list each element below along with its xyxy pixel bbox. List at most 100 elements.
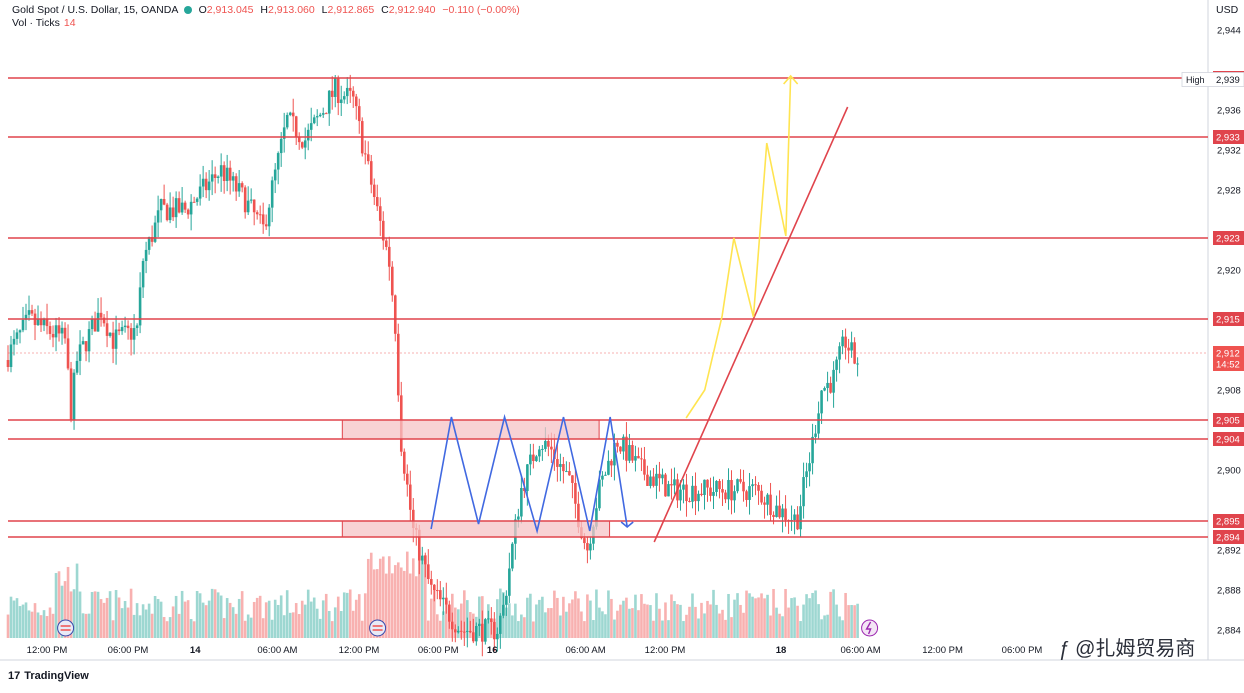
candle[interactable] (721, 489, 724, 493)
candle[interactable] (111, 332, 115, 349)
candle[interactable] (246, 200, 250, 213)
candle[interactable] (159, 198, 163, 211)
candle[interactable] (469, 630, 472, 633)
candle[interactable] (363, 153, 367, 155)
candle[interactable] (63, 327, 67, 339)
candle[interactable] (321, 113, 325, 115)
candle[interactable] (754, 484, 757, 486)
candle[interactable] (216, 176, 220, 178)
candle[interactable] (772, 514, 775, 517)
candle[interactable] (393, 295, 397, 334)
candle[interactable] (697, 493, 700, 502)
candle[interactable] (631, 445, 634, 461)
candle[interactable] (724, 492, 727, 500)
candle[interactable] (691, 485, 694, 502)
candle[interactable] (742, 481, 745, 492)
candle[interactable] (291, 112, 295, 117)
candle[interactable] (120, 327, 124, 332)
candle[interactable] (694, 485, 697, 502)
candle[interactable] (688, 501, 691, 503)
candle[interactable] (463, 631, 466, 633)
candle[interactable] (547, 440, 550, 447)
candle[interactable] (472, 632, 475, 642)
candle[interactable] (225, 167, 229, 181)
candle[interactable] (736, 479, 739, 492)
candle[interactable] (718, 480, 721, 490)
candle[interactable] (781, 508, 784, 518)
candle[interactable] (114, 329, 118, 349)
candle[interactable] (853, 342, 856, 364)
candle[interactable] (417, 529, 421, 561)
candle[interactable] (523, 487, 526, 492)
candle[interactable] (60, 327, 64, 334)
candle[interactable] (616, 442, 619, 447)
candle[interactable] (535, 456, 538, 462)
candle[interactable] (123, 325, 127, 328)
candle[interactable] (126, 325, 130, 329)
candle[interactable] (526, 464, 529, 492)
candle[interactable] (183, 202, 187, 210)
candle[interactable] (745, 491, 748, 500)
candle[interactable] (733, 491, 736, 501)
candle[interactable] (622, 436, 625, 452)
candle[interactable] (378, 206, 382, 221)
candle[interactable] (342, 96, 346, 100)
candle[interactable] (294, 116, 298, 138)
candle[interactable] (706, 479, 709, 488)
candle[interactable] (27, 310, 31, 315)
candle[interactable] (586, 543, 589, 551)
candle[interactable] (550, 446, 553, 450)
candle[interactable] (339, 99, 343, 104)
candle[interactable] (658, 473, 661, 479)
candle[interactable] (153, 222, 157, 242)
candle[interactable] (219, 165, 223, 177)
candle[interactable] (51, 333, 55, 338)
candle[interactable] (778, 505, 781, 518)
candle[interactable] (84, 341, 88, 352)
candle[interactable] (429, 579, 433, 585)
candle[interactable] (57, 325, 61, 334)
candle[interactable] (613, 442, 616, 466)
candle[interactable] (420, 555, 424, 561)
candle[interactable] (643, 459, 646, 475)
candle[interactable] (850, 342, 853, 351)
candle[interactable] (529, 454, 532, 465)
candle[interactable] (796, 514, 799, 530)
candle[interactable] (372, 184, 376, 198)
candle[interactable] (198, 186, 202, 199)
candle[interactable] (54, 325, 58, 338)
candle[interactable] (192, 201, 196, 203)
candle[interactable] (532, 454, 535, 462)
candle[interactable] (96, 312, 100, 332)
candle[interactable] (730, 479, 733, 501)
candle[interactable] (210, 174, 214, 182)
candle[interactable] (105, 323, 109, 336)
candle[interactable] (252, 199, 256, 213)
candle[interactable] (117, 329, 121, 332)
candle[interactable] (24, 314, 28, 320)
candle[interactable] (595, 508, 598, 527)
candle[interactable] (496, 633, 499, 640)
candle[interactable] (832, 369, 835, 393)
lightning-icon[interactable] (861, 619, 879, 637)
candle[interactable] (487, 618, 490, 620)
candle[interactable] (448, 604, 451, 622)
candle[interactable] (562, 464, 565, 472)
candle[interactable] (682, 484, 685, 490)
candle[interactable] (610, 460, 613, 466)
candle[interactable] (757, 484, 760, 491)
candle[interactable] (508, 568, 511, 596)
candle[interactable] (240, 183, 244, 188)
candle[interactable] (411, 509, 415, 528)
candle[interactable] (499, 615, 502, 634)
support-resistance-zone[interactable] (341, 520, 611, 538)
candle[interactable] (805, 471, 808, 478)
candle[interactable] (442, 597, 445, 600)
candle[interactable] (655, 473, 658, 486)
candle[interactable] (457, 630, 460, 633)
candle[interactable] (637, 456, 640, 459)
candle[interactable] (354, 96, 358, 107)
candle[interactable] (466, 630, 469, 632)
